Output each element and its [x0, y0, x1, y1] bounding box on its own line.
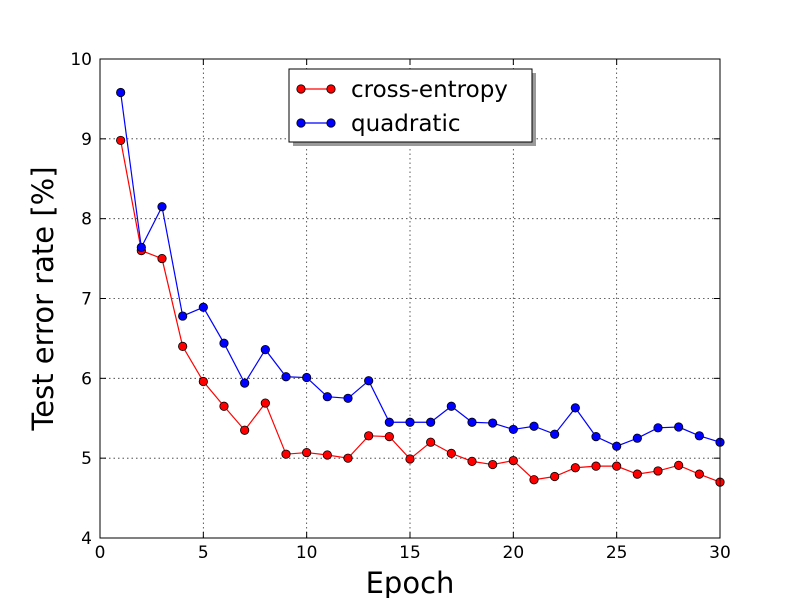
data-point-cross-entropy	[488, 459, 498, 470]
legend-label-quadratic: quadratic	[351, 111, 460, 137]
legend-marker-cross-entropy	[296, 84, 306, 94]
y-tick-label: 4	[81, 529, 92, 549]
data-point-quadratic	[116, 87, 126, 98]
data-point-quadratic	[570, 403, 580, 413]
data-point-quadratic	[364, 376, 374, 386]
data-point-cross-entropy	[178, 341, 188, 351]
legend-marker-cross-entropy	[326, 84, 336, 94]
data-point-cross-entropy	[591, 461, 601, 471]
legend-label-cross-entropy: cross-entropy	[351, 77, 508, 103]
data-point-quadratic	[488, 418, 498, 428]
data-point-quadratic	[591, 432, 601, 442]
data-series	[116, 87, 725, 487]
legend-marker-quadratic	[296, 118, 306, 128]
data-point-quadratic	[674, 422, 684, 432]
data-point-cross-entropy	[632, 469, 642, 479]
data-point-cross-entropy	[446, 448, 456, 458]
data-point-cross-entropy	[529, 475, 539, 485]
data-point-quadratic	[136, 242, 146, 253]
series-cross-entropy	[116, 135, 725, 487]
data-point-quadratic	[178, 311, 188, 321]
data-point-quadratic	[426, 417, 436, 427]
data-point-cross-entropy	[674, 460, 684, 470]
x-tick-label: 0	[95, 543, 106, 563]
data-point-cross-entropy	[343, 453, 353, 463]
data-point-quadratic	[384, 417, 394, 427]
data-point-cross-entropy	[302, 447, 312, 458]
data-point-cross-entropy	[260, 398, 270, 408]
data-point-cross-entropy	[405, 454, 415, 464]
data-point-cross-entropy	[612, 461, 622, 471]
data-point-cross-entropy	[281, 449, 291, 459]
data-point-cross-entropy	[426, 437, 436, 447]
data-point-cross-entropy	[322, 450, 332, 460]
x-tick-label: 5	[198, 543, 209, 563]
data-point-cross-entropy	[364, 431, 374, 441]
data-point-quadratic	[653, 423, 663, 433]
x-axis-label: Epoch	[366, 566, 455, 598]
y-tick-label: 5	[81, 449, 92, 469]
data-point-quadratic	[694, 431, 704, 441]
y-tick-label: 10	[70, 50, 92, 70]
x-tick-label: 20	[503, 543, 525, 563]
y-axis-label: Test error rate [%]	[26, 166, 60, 431]
data-point-cross-entropy	[157, 253, 167, 264]
data-point-quadratic	[322, 392, 332, 402]
data-point-cross-entropy	[116, 135, 126, 146]
data-point-quadratic	[405, 417, 415, 427]
data-point-cross-entropy	[694, 469, 704, 479]
data-point-quadratic	[157, 202, 167, 212]
axis-labels: Epoch Test error rate [%]	[26, 166, 454, 598]
data-point-quadratic	[281, 372, 291, 382]
data-point-cross-entropy	[508, 455, 518, 466]
data-point-cross-entropy	[570, 463, 580, 473]
legend-box	[288, 68, 533, 143]
data-point-quadratic	[219, 338, 229, 348]
data-point-quadratic	[198, 302, 208, 312]
x-tick-label: 15	[399, 543, 421, 563]
data-point-quadratic	[446, 401, 456, 411]
data-point-quadratic	[260, 344, 270, 355]
data-point-cross-entropy	[467, 456, 477, 466]
data-point-quadratic	[632, 433, 642, 443]
data-point-cross-entropy	[198, 376, 208, 387]
legend-marker-quadratic	[326, 118, 336, 128]
y-tick-label: 8	[81, 210, 92, 230]
data-point-quadratic	[467, 417, 477, 427]
legend: cross-entropy quadratic	[288, 68, 536, 146]
data-point-cross-entropy	[653, 466, 663, 476]
axis-ticks: 0 5 10 15 20 25 30 4 5 6 7 8 9 10	[70, 50, 730, 563]
x-tick-label: 10	[296, 543, 318, 563]
data-point-quadratic	[550, 429, 560, 439]
data-point-quadratic	[343, 393, 353, 403]
data-point-cross-entropy	[384, 432, 394, 442]
y-tick-label: 7	[81, 290, 92, 310]
data-point-quadratic	[529, 421, 539, 431]
data-point-cross-entropy	[240, 425, 250, 435]
data-point-quadratic	[612, 441, 622, 451]
x-tick-label: 25	[606, 543, 628, 563]
series-quadratic	[116, 87, 725, 451]
y-tick-label: 6	[81, 369, 92, 389]
x-tick-label: 30	[709, 543, 731, 563]
data-point-quadratic	[302, 372, 312, 383]
data-point-cross-entropy	[550, 471, 560, 482]
y-tick-label: 9	[81, 130, 92, 150]
data-point-cross-entropy	[219, 401, 229, 411]
data-point-quadratic	[240, 378, 250, 388]
data-point-quadratic	[508, 424, 518, 435]
